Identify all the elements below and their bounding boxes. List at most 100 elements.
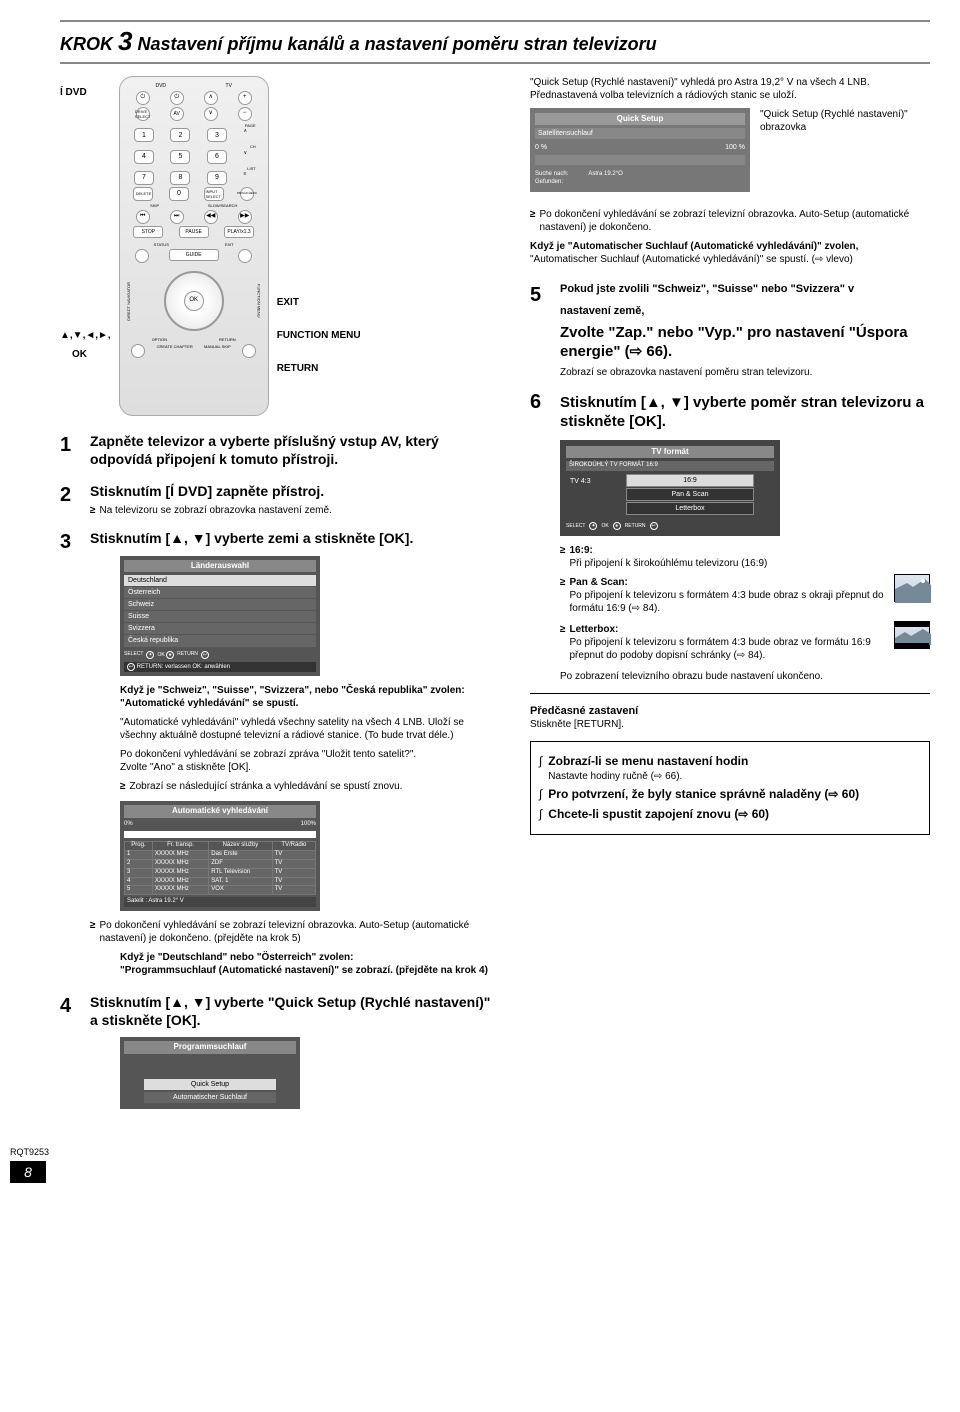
osd-p0: 0 %: [535, 143, 547, 152]
osd-country-svizzera[interactable]: Svizzera: [124, 623, 316, 634]
remote-exit-button[interactable]: [238, 249, 252, 263]
early-stop-text: Stiskněte [RETURN].: [530, 718, 930, 731]
step-5: 5 Pokud jste zvolili "Schweiz", "Suisse"…: [530, 282, 930, 379]
remote-control: DVD TV ⏻ ⏻ ∧ + DRIVE SELECT AV ∨ − PAGE: [119, 76, 269, 416]
step-2-number: 2: [60, 482, 80, 519]
step-3-bullet-next: Zobrazí se následující stránka a vyhledá…: [120, 780, 500, 793]
osd-country-osterreich[interactable]: Österreich: [124, 587, 316, 598]
remote-return-label: RETURN: [219, 337, 236, 342]
osd-opt-letterbox[interactable]: Letterbox: [626, 502, 754, 515]
remote-label-exit: EXIT: [277, 296, 361, 309]
remote-guide-button[interactable]: GUIDE: [169, 249, 219, 261]
osd-opt-panscan[interactable]: Pan & Scan: [626, 488, 754, 501]
remote-num-7[interactable]: 7: [134, 171, 154, 185]
remote-page-up-icon: ∧: [243, 128, 253, 142]
left-column: Í DVD ▲,▼,◄,►, OK DVD TV ⏻ ⏻ ∧ + DRIVE S…: [60, 76, 500, 1127]
page-header: KROK 3 Nastavení příjmu kanálů a nastave…: [60, 20, 930, 64]
remote-vol-up-button[interactable]: +: [238, 91, 252, 105]
osd-ok-label: OK: [157, 652, 164, 658]
remote-num-0[interactable]: 0: [169, 187, 189, 201]
right-column: "Quick Setup (Rychlé nastavení)" vyhledá…: [530, 76, 930, 1127]
osd-auto-title: Automatické vyhledávání: [124, 805, 316, 817]
remote-num-2[interactable]: 2: [170, 128, 190, 142]
remote-page-down-icon: ∨: [243, 150, 253, 164]
step-4: 4 Stisknutím [▲, ▼] vyberte "Quick Setup…: [60, 993, 500, 1117]
osd-quick-progress: [535, 155, 745, 165]
remote-skip-back-button[interactable]: ⏮: [136, 210, 150, 224]
table-row: 5XXXXX MHzVOXTV: [125, 886, 316, 895]
remote-ff-button[interactable]: ▶▶: [238, 210, 252, 224]
remote-tv-power-button[interactable]: ⏻: [170, 91, 184, 105]
remote-rew-button[interactable]: ◀◀: [204, 210, 218, 224]
remote-ch-down-button[interactable]: ∨: [204, 107, 218, 121]
final-item-confirm-title: Pro potvrzení, že byly stanice správně n…: [548, 787, 859, 803]
remote-status-button[interactable]: [135, 249, 149, 263]
remote-ok-button[interactable]: OK: [184, 291, 204, 311]
remote-power-button[interactable]: ⏻: [136, 91, 150, 105]
osd-country-schweiz[interactable]: Schweiz: [124, 599, 316, 610]
osd-country-ceska[interactable]: Česká republika: [124, 635, 316, 646]
step-2: 2 Stisknutím [Í DVD] zapněte přístroj. N…: [60, 482, 500, 519]
remote-status-label: STATUS: [154, 242, 169, 247]
remote-pause-button[interactable]: PAUSE: [179, 226, 209, 238]
remote-funcmenu-label: FUNCTION MENU: [257, 284, 262, 318]
remote-num-5[interactable]: 5: [170, 150, 190, 164]
step-4-number: 4: [60, 993, 80, 1117]
title-text: Nastavení příjmu kanálů a nastavení pomě…: [138, 34, 657, 54]
step-5-after: Zobrazí se obrazovka nastavení poměru st…: [560, 366, 930, 379]
step-2-title: Stisknutím [Í DVD] zapněte přístroj.: [90, 482, 500, 500]
step-3-note-schweiz: Když je "Schweiz", "Suisse", "Svizzera",…: [120, 684, 500, 710]
osd-gefunden-label: Gefunden:: [535, 179, 568, 187]
remote-num-1[interactable]: 1: [134, 128, 154, 142]
osd-tv-header: ŠIROKOÚHLÝ TV FORMÁT 16:9: [566, 461, 774, 471]
osd-auto-suchlauf-option[interactable]: Automatischer Suchlauf: [144, 1092, 276, 1103]
remote-num-8[interactable]: 8: [170, 171, 190, 185]
remote-nav-ring[interactable]: OK: [164, 271, 224, 331]
step-1-number: 1: [60, 432, 80, 472]
remote-num-9[interactable]: 9: [207, 171, 227, 185]
remote-drive-select-button[interactable]: DRIVE SELECT: [136, 107, 150, 121]
step-3-note-deutschland: Když je "Deutschland" nebo "Österreich" …: [120, 951, 500, 977]
remote-delete-button[interactable]: DELETE: [133, 187, 153, 201]
osd-quick-setup-option[interactable]: Quick Setup: [144, 1079, 276, 1090]
early-stop-title: Předčasné zastavení: [530, 704, 930, 718]
osd-tv-format: TV formát ŠIROKOÚHLÝ TV FORMÁT 16:9 TV 4…: [560, 440, 780, 536]
remote-option-button[interactable]: [131, 344, 145, 358]
osd-country-suisse[interactable]: Suisse: [124, 611, 316, 622]
remote-num-4[interactable]: 4: [134, 150, 154, 164]
remote-skip-fwd-button[interactable]: ⏭: [170, 210, 184, 224]
remote-dvd-icon: DVD: [155, 83, 166, 90]
remote-ch-up-button[interactable]: ∧: [204, 91, 218, 105]
final-notes-box: Zobrazí-li se menu nastavení hodin Nasta…: [530, 741, 930, 835]
osd-country-select: Länderauswahl Deutschland Österreich Sch…: [120, 556, 320, 677]
remote-num-6[interactable]: 6: [207, 150, 227, 164]
page-title: KROK 3 Nastavení příjmu kanálů a nastave…: [60, 25, 930, 59]
osd-nav-icon: ✦: [146, 651, 154, 659]
remote-num-3[interactable]: 3: [207, 128, 227, 142]
remote-progcheck-button[interactable]: PROG/CHECK: [240, 187, 254, 201]
step-5-number: 5: [530, 282, 550, 379]
osd-quick-caption: "Quick Setup (Rychlé nastavení)" obrazov…: [760, 108, 930, 134]
remote-stop-button[interactable]: STOP: [133, 226, 163, 238]
remote-vol-down-button[interactable]: −: [238, 107, 252, 121]
remote-option-label: OPTION: [152, 337, 167, 342]
remote-return-button[interactable]: [242, 344, 256, 358]
final-item-restart-title: Chcete-li spustit zapojení znovu (⇨ 60): [548, 807, 769, 823]
osd-country-footer: ↩ RETURN: verlassen OK: anwählen: [124, 662, 316, 673]
step-3-note-save: Po dokončení vyhledávání se zobrazí zprá…: [120, 748, 500, 774]
remote-input-button[interactable]: INPUT SELECT: [204, 187, 224, 201]
table-row: 3XXXXX MHzRTL TelevisionTV: [125, 868, 316, 877]
remote-av-button[interactable]: AV: [170, 107, 184, 121]
remote-skip-label: SKIP: [150, 203, 159, 208]
osd-quick-setup: Quick Setup Satellitensuchlauf 0 % 100 %…: [530, 108, 750, 192]
final-item-clock: Zobrazí-li se menu nastavení hodin Nasta…: [539, 754, 921, 783]
osd-programm: Programmsuchlauf Quick Setup Automatisch…: [120, 1037, 300, 1109]
col-type: TV/Rádio: [272, 842, 315, 851]
osd-tv-footer: SELECT✦ OK● RETURN↩: [566, 522, 774, 530]
osd-country-deutschland[interactable]: Deutschland: [124, 575, 316, 586]
remote-label-ok: OK: [72, 348, 111, 361]
osd-select-label: SELECT: [124, 651, 143, 658]
osd-opt-169[interactable]: 16:9: [626, 474, 754, 487]
step-2-bullet: Na televizoru se zobrazí obrazovka nasta…: [90, 504, 500, 517]
remote-play-button[interactable]: PLAY/x1.3: [224, 226, 254, 238]
